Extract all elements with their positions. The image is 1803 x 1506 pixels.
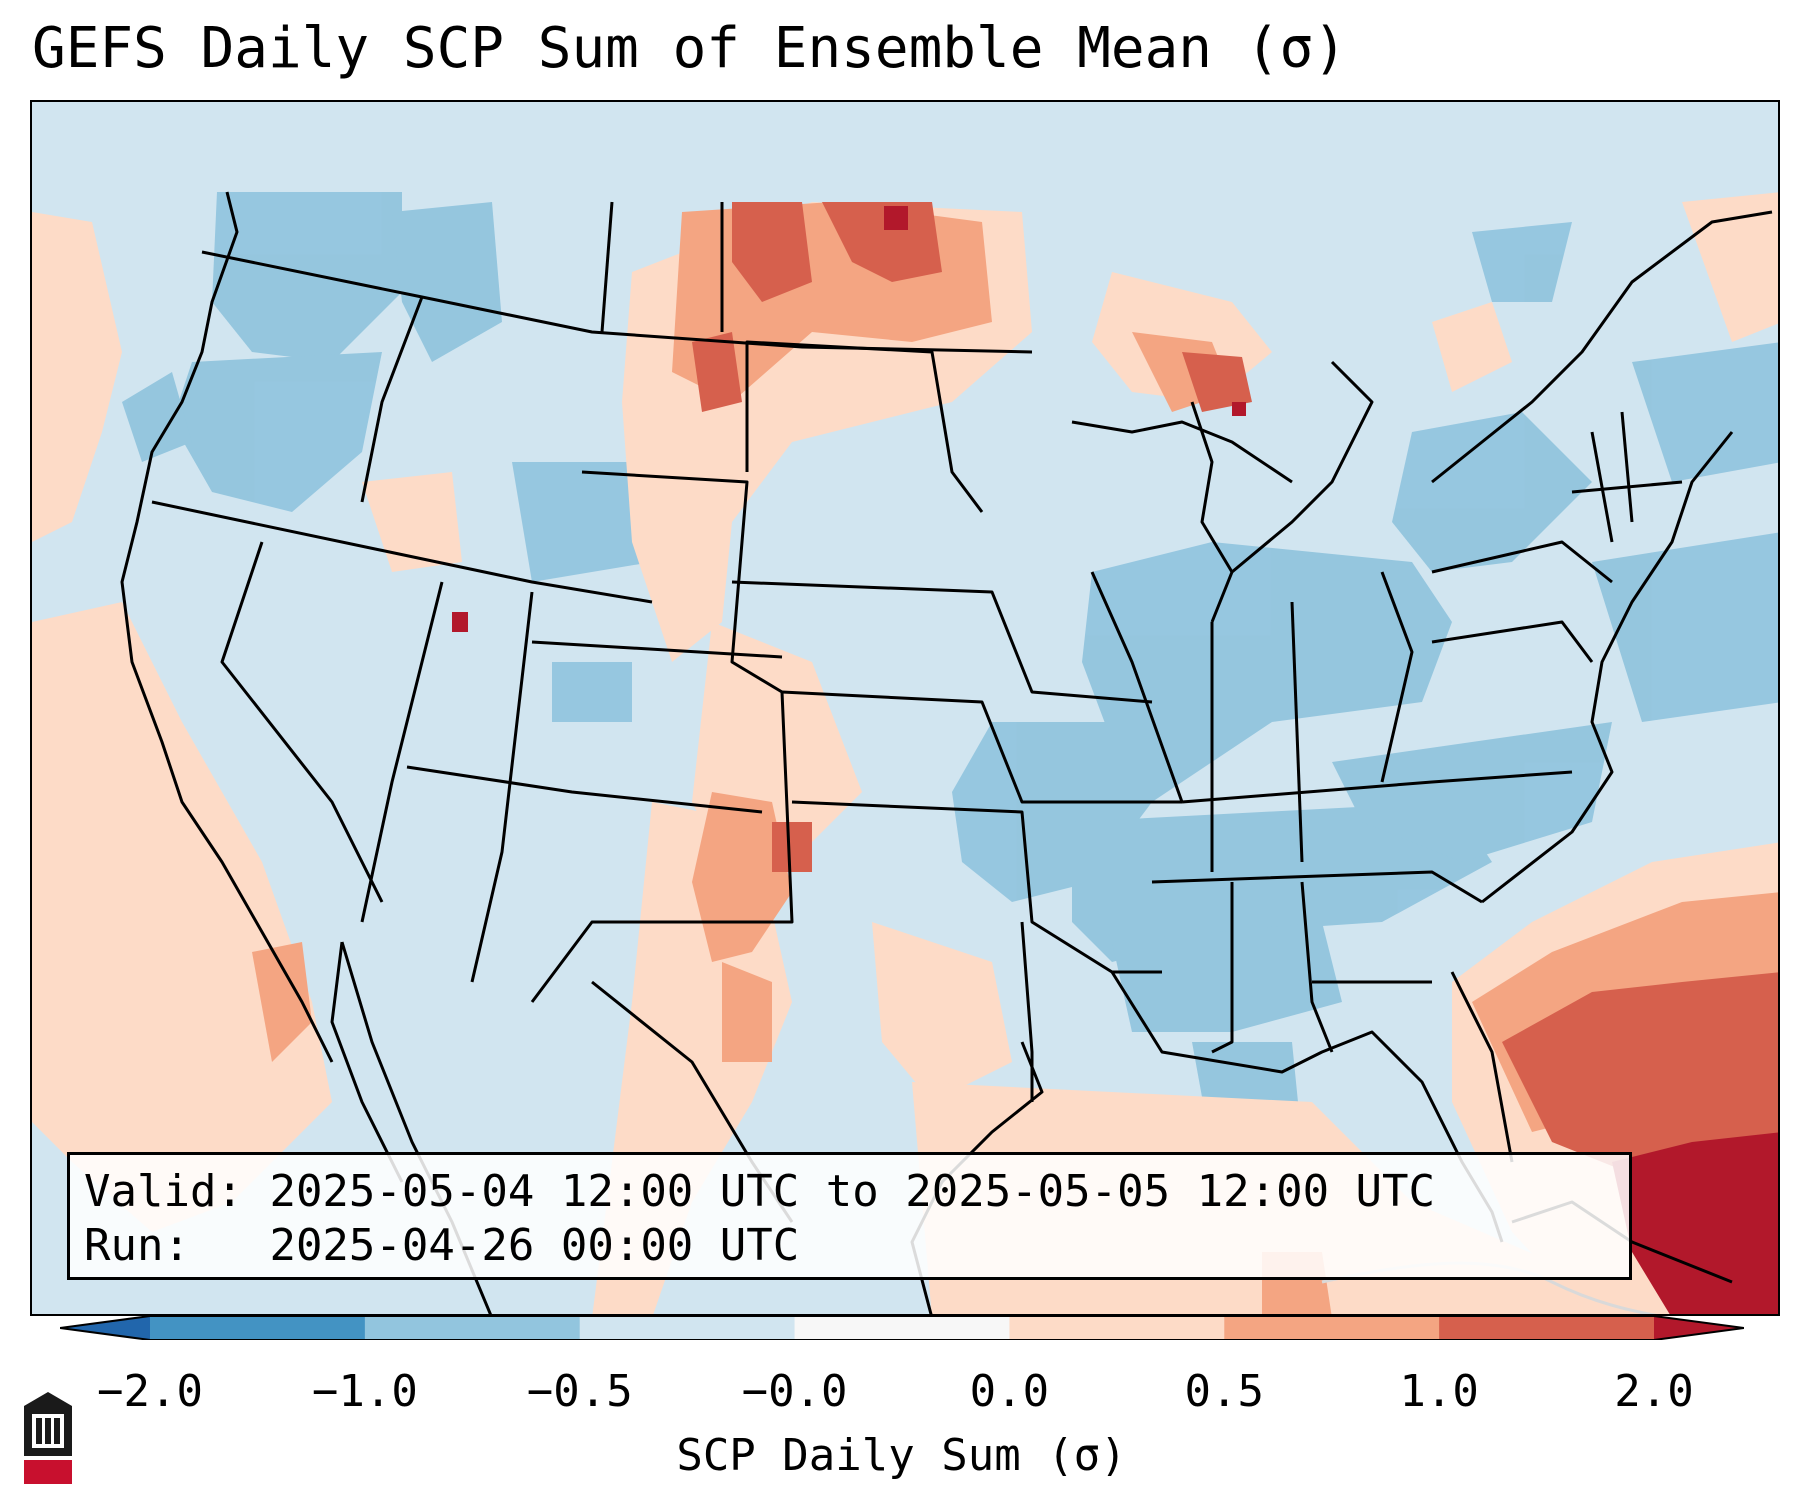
colorbar-tick-label: −0.5 bbox=[526, 1366, 633, 1417]
colorbar bbox=[60, 1316, 1744, 1340]
run-label: Run: bbox=[84, 1220, 190, 1271]
valid-label: Valid: bbox=[84, 1166, 243, 1217]
colorbar-tick-label: 1.0 bbox=[1399, 1366, 1479, 1417]
colorbar-tick-label: 0.5 bbox=[1184, 1366, 1265, 1417]
colorbar-segment bbox=[1439, 1316, 1655, 1340]
colorbar-segment bbox=[1009, 1316, 1225, 1340]
map-panel bbox=[30, 100, 1780, 1316]
state-borders bbox=[120, 191, 1683, 1102]
colorbar-segment bbox=[1224, 1316, 1440, 1340]
positive-anomaly-regions-strong bbox=[692, 202, 1778, 1182]
colorbar-segment bbox=[579, 1316, 796, 1340]
colorbar-under-arrow bbox=[60, 1316, 150, 1340]
colorbar-segment bbox=[364, 1316, 581, 1340]
map-title: GEFS Daily SCP Sum of Ensemble Mean (σ) bbox=[32, 16, 1347, 81]
colorbar-tick-label: 2.0 bbox=[1614, 1366, 1694, 1417]
niu-logo bbox=[24, 1392, 72, 1484]
valid-run-info-box: Valid: 2025-05-04 12:00 UTC to 2025-05-0… bbox=[67, 1152, 1632, 1280]
colorbar-label: SCP Daily Sum (σ) bbox=[676, 1430, 1127, 1481]
valid-value: 2025-05-04 12:00 UTC to 2025-05-05 12:00… bbox=[269, 1166, 1436, 1217]
colorbar-tick-label: −0.0 bbox=[741, 1366, 848, 1417]
colorbar-segments bbox=[150, 1316, 1655, 1340]
run-value: 2025-04-26 00:00 UTC bbox=[269, 1220, 800, 1271]
colorbar-segment bbox=[150, 1316, 366, 1340]
colorbar-over-arrow bbox=[1654, 1316, 1744, 1340]
negative-anomaly-regions bbox=[122, 192, 1778, 1152]
scp-map bbox=[32, 102, 1778, 1314]
positive-anomaly-regions-max bbox=[452, 206, 1778, 1314]
colorbar-tick-label: 0.0 bbox=[969, 1366, 1050, 1417]
colorbar-tick-label: −1.0 bbox=[311, 1366, 418, 1417]
colorbar-tick-label: −2.0 bbox=[97, 1366, 203, 1417]
colorbar-segment bbox=[794, 1316, 1010, 1340]
